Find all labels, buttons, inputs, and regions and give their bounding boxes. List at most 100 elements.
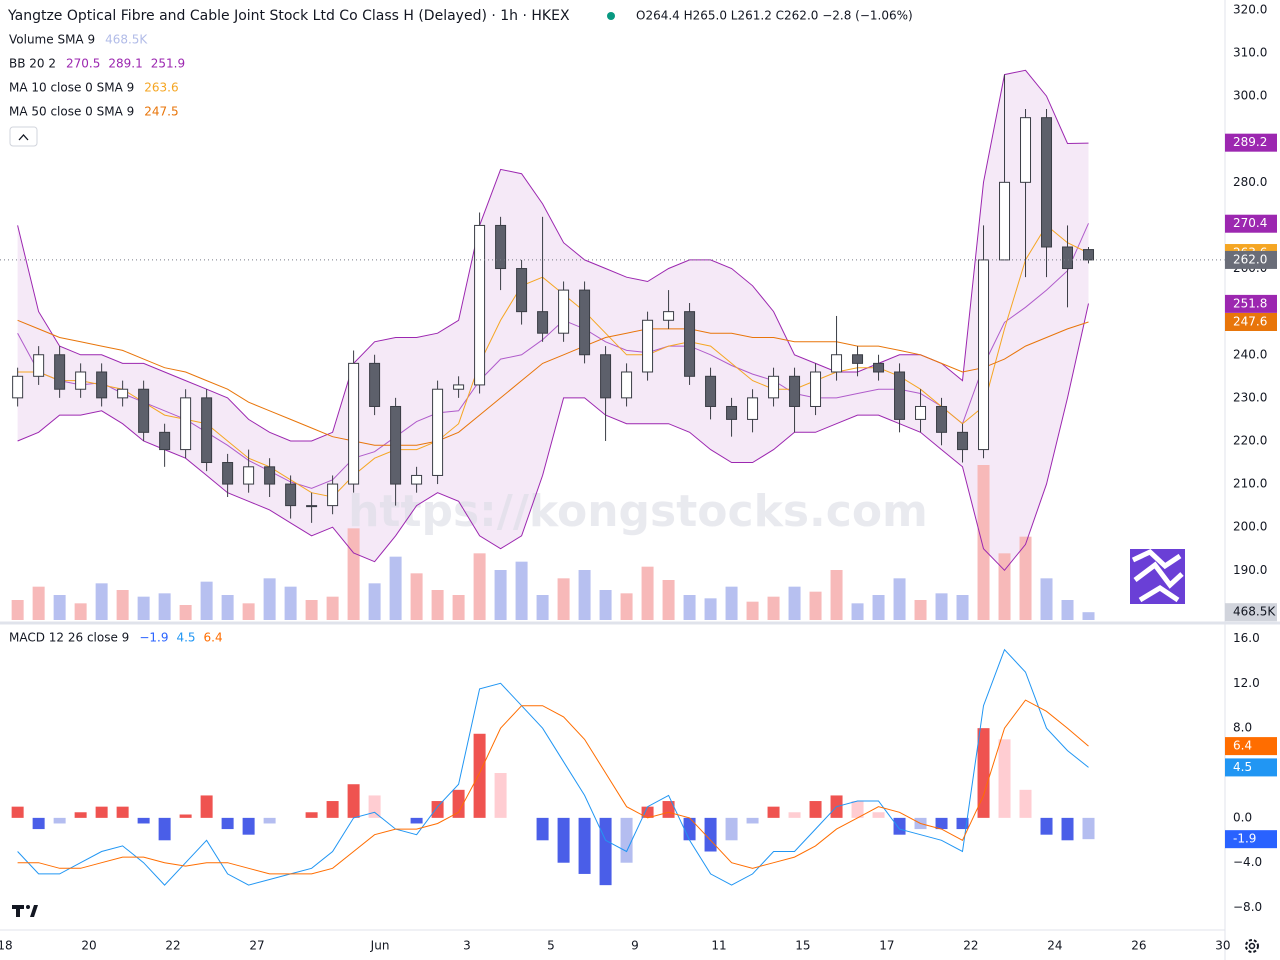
histogram-bar	[788, 812, 801, 818]
histogram-bar	[977, 728, 990, 818]
histogram-bar	[11, 806, 24, 818]
legend-name: MA 10 close 0 SMA 9	[9, 81, 134, 95]
ma50-line	[17, 319, 1089, 446]
candle-body	[390, 405, 402, 485]
candle-body	[726, 405, 738, 420]
legend-value: 468.5K	[105, 33, 148, 47]
volume-bar	[158, 593, 171, 620]
histogram-bar	[872, 812, 885, 818]
volume-bar	[452, 595, 465, 620]
macd-tick-label: 0.0	[1233, 810, 1252, 824]
candle-body	[96, 371, 108, 399]
candle-body	[558, 289, 570, 334]
macd-tick-label: 12.0	[1233, 676, 1260, 690]
x-tick-label: 27	[249, 939, 264, 953]
bb-upper	[17, 69, 1089, 442]
price-label-box	[1225, 737, 1277, 756]
histogram-bar	[473, 733, 486, 818]
volume-bar	[578, 570, 591, 620]
x-tick-label: 5	[547, 939, 555, 953]
candle-body	[873, 362, 885, 373]
y-tick-label: 190.0	[1233, 563, 1267, 577]
histogram-bar	[347, 784, 360, 818]
volume-bar	[599, 590, 612, 620]
volume-bar	[242, 603, 255, 620]
histogram-bar	[32, 817, 45, 830]
x-tick-label: 30	[1215, 939, 1230, 953]
histogram-bar	[851, 801, 864, 818]
price-label: 251.8	[1233, 296, 1267, 310]
histogram-bar	[956, 817, 969, 830]
legend-name: MA 50 close 0 SMA 9	[9, 105, 134, 119]
volume-bar	[11, 600, 24, 620]
volume-bar	[872, 595, 885, 620]
histogram-bar	[725, 817, 738, 841]
macd-line	[17, 648, 1089, 886]
collapse-button[interactable]	[9, 126, 38, 147]
candle-body	[852, 354, 864, 364]
price-label-box	[1225, 133, 1277, 152]
histogram-bar	[536, 817, 549, 841]
candle-body	[684, 311, 696, 377]
volume-bar	[515, 561, 528, 620]
candle-body	[1041, 117, 1053, 248]
histogram-bar	[1082, 817, 1095, 840]
volume-bar	[809, 591, 822, 620]
candle-body	[894, 371, 906, 420]
histogram-bar	[431, 801, 444, 818]
histogram-bar	[263, 817, 276, 824]
volume-bar	[1061, 600, 1074, 620]
candle-body	[516, 268, 528, 313]
y-tick-label: 310.0	[1233, 46, 1267, 60]
x-tick-label: 15	[795, 939, 810, 953]
candle-body	[600, 354, 612, 399]
histogram-bar	[95, 806, 108, 818]
ohlc: O264.4 H265.0 L261.2 C262.0 −2.8 (−1.06%…	[636, 9, 913, 23]
histogram-bar	[221, 817, 234, 830]
price-label-box	[1225, 250, 1277, 269]
y-tick-label: 200.0	[1233, 520, 1267, 534]
volume-bar	[221, 595, 234, 620]
y-tick-label: 320.0	[1233, 2, 1267, 16]
legend-name: BB 20 2	[9, 57, 56, 71]
histogram-bar	[809, 801, 822, 818]
candle-body	[306, 505, 318, 508]
histogram-bar	[578, 817, 591, 874]
histogram-bar	[746, 817, 759, 824]
price-label: 270.4	[1233, 216, 1267, 230]
volume-bar	[830, 570, 843, 620]
candle-body	[474, 224, 486, 386]
volume-bar	[95, 583, 108, 620]
price-label: 468.5K	[1233, 605, 1276, 619]
histogram-bar	[557, 817, 570, 863]
y-tick-label: 240.0	[1233, 347, 1267, 361]
volume-bar	[326, 596, 339, 620]
candle-body	[327, 483, 339, 507]
candle-body	[831, 354, 843, 373]
histogram-bar	[662, 801, 675, 818]
candle-body	[75, 371, 87, 390]
x-tick-label: 20	[81, 939, 96, 953]
candle-body	[243, 466, 255, 485]
candle-body	[432, 388, 444, 476]
volume-bar	[620, 593, 633, 620]
candle-body	[747, 397, 759, 420]
candle-body	[12, 375, 24, 399]
price-label-box	[1225, 312, 1277, 331]
x-tick-label: 24	[1047, 939, 1062, 953]
volume-bar	[557, 578, 570, 620]
volume-bar	[1040, 578, 1053, 620]
status-dot	[607, 12, 615, 20]
histogram-bar	[305, 812, 318, 818]
volume-bar	[116, 590, 129, 620]
candle-body	[978, 259, 990, 451]
histogram-bar	[1040, 817, 1053, 835]
settings-icon[interactable]	[1245, 939, 1259, 953]
legend-value: 6.4	[204, 631, 223, 645]
x-tick-label: 26	[1131, 939, 1146, 953]
candle-body	[1083, 249, 1095, 261]
candle-body	[537, 311, 549, 334]
price-label-box	[1225, 758, 1277, 777]
tv-logo	[12, 905, 38, 917]
price-label-box	[1225, 830, 1277, 849]
